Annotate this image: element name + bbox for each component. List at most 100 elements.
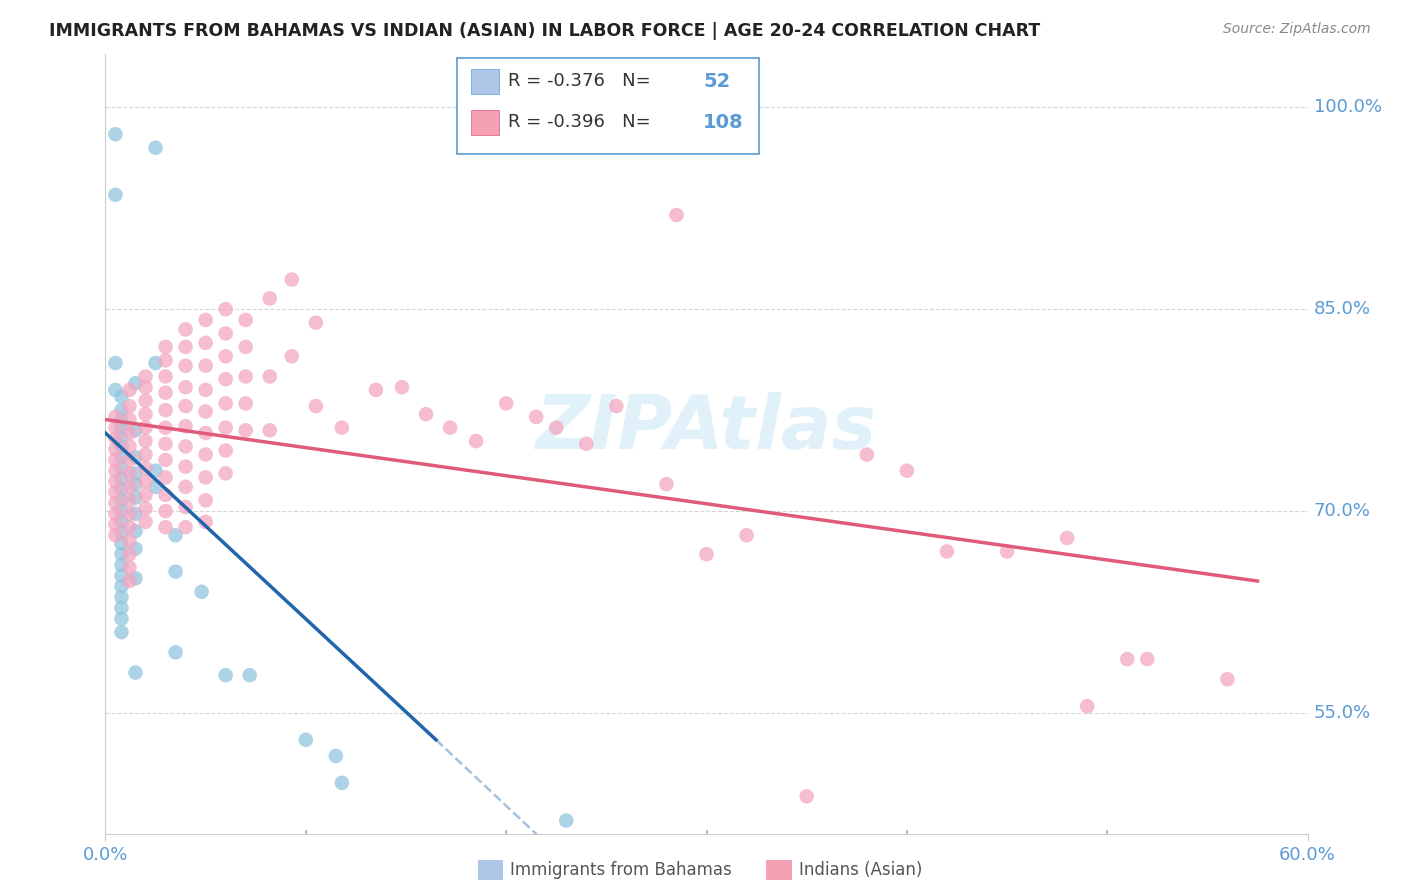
Point <box>110 412 132 426</box>
Point <box>110 590 132 604</box>
Text: R = -0.396   N=: R = -0.396 N= <box>508 113 657 131</box>
Point <box>118 399 141 413</box>
Point <box>155 488 177 502</box>
Point <box>194 359 217 373</box>
Point <box>235 340 257 354</box>
Point <box>235 313 257 327</box>
Point <box>214 467 236 481</box>
Point <box>110 579 132 593</box>
Point <box>214 326 236 341</box>
Point <box>214 302 236 317</box>
Point <box>118 412 141 426</box>
Point <box>555 814 578 828</box>
Point <box>281 349 304 363</box>
Point <box>110 440 132 454</box>
Point <box>110 625 132 640</box>
Point <box>325 749 347 764</box>
Point <box>124 376 146 391</box>
Point <box>194 493 217 508</box>
Point <box>104 496 127 510</box>
Point <box>104 453 127 467</box>
Text: 52: 52 <box>703 71 730 91</box>
Point <box>124 423 146 437</box>
Point <box>174 520 197 534</box>
Point <box>118 467 141 481</box>
Point <box>174 480 197 494</box>
Point <box>118 480 141 494</box>
Point <box>235 369 257 384</box>
Point <box>995 544 1018 558</box>
Point <box>214 443 236 458</box>
Text: IMMIGRANTS FROM BAHAMAS VS INDIAN (ASIAN) IN LABOR FORCE | AGE 20-24 CORRELATION: IMMIGRANTS FROM BAHAMAS VS INDIAN (ASIAN… <box>49 22 1040 40</box>
Point <box>194 515 217 529</box>
Point <box>104 528 127 542</box>
Point <box>936 544 959 558</box>
Point <box>124 524 146 539</box>
Point <box>194 448 217 462</box>
Point <box>110 493 132 508</box>
Point <box>104 442 127 457</box>
Point <box>135 420 157 434</box>
Point <box>104 475 127 489</box>
Point <box>465 434 488 448</box>
Point <box>174 440 197 454</box>
Point <box>174 340 197 354</box>
Point <box>145 480 167 494</box>
Point <box>155 504 177 518</box>
Point <box>896 464 918 478</box>
Point <box>155 340 177 354</box>
Point <box>155 369 177 384</box>
Point <box>696 547 718 561</box>
Point <box>259 292 281 306</box>
Point <box>259 423 281 437</box>
Point <box>118 440 141 454</box>
Point <box>1076 699 1098 714</box>
Point <box>415 407 437 421</box>
Point <box>135 393 157 408</box>
Point <box>155 403 177 417</box>
Point <box>110 568 132 582</box>
Point <box>194 470 217 484</box>
Point <box>110 450 132 465</box>
Point <box>735 528 758 542</box>
Point <box>214 420 236 434</box>
Point <box>1216 673 1239 687</box>
Point <box>194 383 217 397</box>
Point <box>194 425 217 440</box>
Point <box>135 380 157 394</box>
Text: 100.0%: 100.0% <box>1313 98 1382 116</box>
Point <box>174 419 197 434</box>
Text: Indians (Asian): Indians (Asian) <box>799 861 922 879</box>
Point <box>330 776 353 790</box>
Point <box>135 501 157 516</box>
Point <box>104 356 127 370</box>
Point <box>104 409 127 424</box>
Point <box>135 448 157 462</box>
Point <box>110 472 132 486</box>
Point <box>104 507 127 521</box>
Point <box>110 403 132 417</box>
Point <box>104 464 127 478</box>
Point <box>135 407 157 421</box>
Point <box>1116 652 1139 666</box>
Point <box>135 488 157 502</box>
Text: 55.0%: 55.0% <box>1313 704 1371 722</box>
Point <box>104 517 127 532</box>
Point <box>546 420 568 434</box>
Point <box>495 396 517 410</box>
Point <box>135 461 157 475</box>
Point <box>155 353 177 368</box>
Point <box>174 500 197 514</box>
Point <box>110 525 132 540</box>
Point <box>174 322 197 336</box>
Point <box>214 349 236 363</box>
Point <box>155 470 177 484</box>
Point <box>104 485 127 500</box>
Text: Source: ZipAtlas.com: Source: ZipAtlas.com <box>1223 22 1371 37</box>
Point <box>104 431 127 445</box>
Point <box>104 128 127 142</box>
Point <box>174 459 197 474</box>
Point <box>110 390 132 404</box>
Point <box>524 409 547 424</box>
Point <box>295 732 318 747</box>
